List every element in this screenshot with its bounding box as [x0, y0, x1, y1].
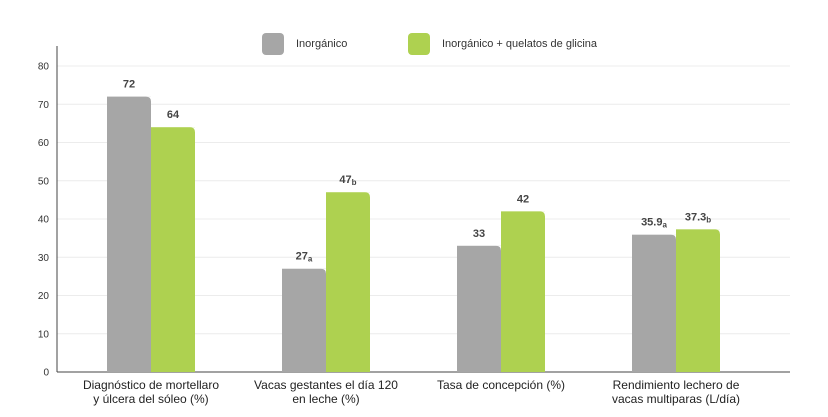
x-category-label: Rendimiento lechero de vacas multiparas (… [612, 378, 740, 406]
data-label: 64 [167, 109, 180, 121]
y-tick-label: 50 [38, 176, 50, 187]
bar-corner [146, 96, 151, 102]
bar-corner [496, 245, 501, 251]
bar-2-2 [326, 192, 370, 372]
y-tick-label: 30 [38, 253, 50, 264]
bar-1-2 [282, 268, 326, 372]
data-label: 42 [517, 193, 529, 205]
legend-swatch-series-2 [408, 33, 430, 55]
data-label: 47b [339, 174, 356, 187]
y-tick-label: 70 [38, 100, 50, 111]
legend: Inorgánico Inorgánico + quelatos de glic… [0, 33, 828, 55]
bar-corner [540, 211, 545, 217]
bar-2-1 [151, 127, 195, 372]
bar-2-3 [501, 211, 545, 372]
bar-1-3 [457, 245, 501, 372]
bar-corner [671, 234, 676, 240]
data-label: 37.3b [685, 211, 711, 224]
y-tick-label: 0 [43, 368, 49, 379]
y-tick-label: 60 [38, 138, 50, 149]
y-tick-label: 80 [38, 62, 50, 73]
bar-corner [190, 127, 195, 133]
bar-corner [321, 268, 326, 274]
legend-item-series-1: Inorgánico [262, 33, 347, 55]
y-tick-label: 10 [38, 329, 50, 340]
data-label: 72 [123, 79, 135, 91]
bar-corner [365, 192, 370, 198]
legend-item-series-2: Inorgánico + quelatos de glicina [408, 33, 597, 55]
bar-corner [715, 229, 720, 235]
data-label: 27a [296, 251, 313, 264]
x-category-label: Diagnóstico de mortellaro y úlcera del só… [83, 378, 219, 406]
legend-label-series-2: Inorgánico + quelatos de glicina [442, 38, 598, 50]
legend-swatch-series-1 [262, 33, 284, 55]
bar-1-1 [107, 96, 151, 372]
x-category-label: Tasa de concepción (%) [437, 378, 565, 392]
y-tick-label: 20 [38, 291, 50, 302]
y-tick-label: 40 [38, 215, 50, 226]
bar-2-4 [676, 229, 720, 372]
data-label: 33 [473, 228, 485, 240]
data-label: 35.9a [641, 217, 667, 230]
legend-label-series-1: Inorgánico [296, 38, 348, 50]
bar-1-4 [632, 234, 676, 372]
x-category-label: Vacas gestantes el día 120 en leche (%) [254, 378, 398, 406]
